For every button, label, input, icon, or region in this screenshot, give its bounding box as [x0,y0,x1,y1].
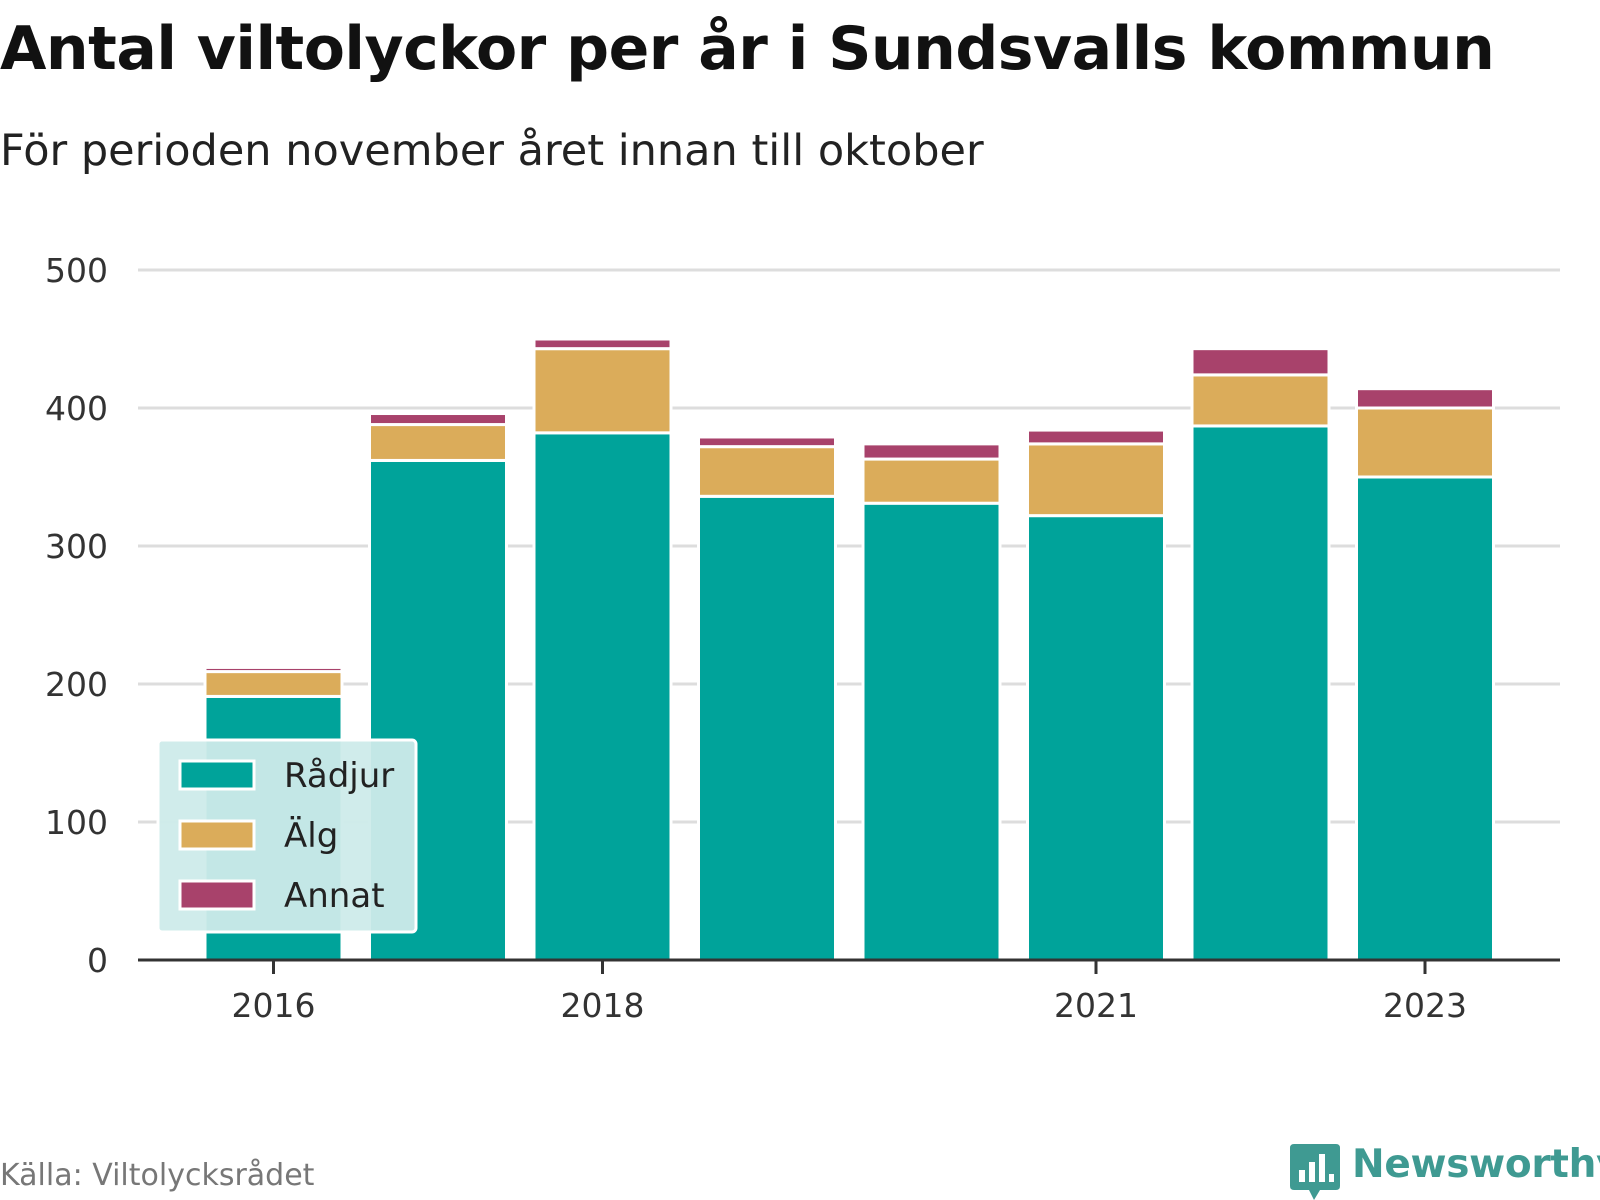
bar-2017-Annat [368,412,508,427]
bar-2021-Rådjur [1026,514,1166,962]
bar-2019-Annat [697,435,837,449]
legend-label-Älg: Älg [284,816,338,856]
stacked-bar-chart: 0 100 200 300 400 500 2016 2018 2021 2023 Rådjur Ä… [45,251,1560,1025]
y-tick-label-100: 100 [45,803,108,842]
bar-2020-Annat [861,442,1002,461]
bar-2017-Rådjur [368,458,508,962]
bar-2022-Rådjur [1190,424,1331,962]
legend-label-Rådjur: Rådjur [284,756,394,796]
x-tick-label-2023: 2023 [1383,986,1467,1025]
bar-2019-Älg [697,445,837,498]
axes: 0 100 200 300 400 500 2016 2018 2021 2023 [45,251,1560,1025]
bar-2018-Annat [532,337,673,351]
bar-2018-Älg [532,347,673,435]
y-tick-label-300: 300 [45,527,108,566]
bar-2018-Rådjur [532,431,673,962]
y-tick-label-400: 400 [45,389,108,428]
bar-2023-Annat [1355,387,1495,410]
chart-title: Antal viltolyckor per år i Sundsvalls ko… [0,14,1495,84]
legend-swatch-Rådjur [178,759,256,791]
y-tick-label-0: 0 [87,941,108,980]
brand-name: Newsworthy [1352,1142,1600,1187]
legend-swatch-Annat [178,879,256,911]
bar-2017-Älg [368,423,508,462]
bar-2022-Älg [1190,373,1331,428]
bar-2023-Rådjur [1355,475,1495,962]
legend: Rådjur Älg Annat [156,738,418,934]
legend-swatch-Älg [178,819,256,851]
y-tick-label-200: 200 [45,665,108,704]
bar-2021-Annat [1026,428,1166,446]
bar-2019-Rådjur [697,494,837,962]
source-note: Källa: Viltolycksrådet [0,1158,315,1193]
x-tick-label-2016: 2016 [232,986,316,1025]
legend-label-Annat: Annat [284,876,385,916]
bar-2020-Älg [861,457,1002,505]
bar-2022-Annat [1190,347,1331,377]
chart-subtitle: För perioden november året innan till ok… [0,126,984,176]
bar-2016-Annat [203,665,344,674]
brand-logo[interactable]: Newsworthy [1290,1136,1600,1200]
x-tick-label-2021: 2021 [1054,986,1138,1025]
bar-2020-Rådjur [861,501,1002,962]
y-tick-label-500: 500 [45,251,108,290]
bar-2023-Älg [1355,406,1495,479]
x-tick-label-2018: 2018 [561,986,645,1025]
bar-2021-Älg [1026,442,1166,518]
bar-chart-speech-bubble-icon [1290,1144,1340,1200]
bar-2016-Älg [203,670,344,698]
